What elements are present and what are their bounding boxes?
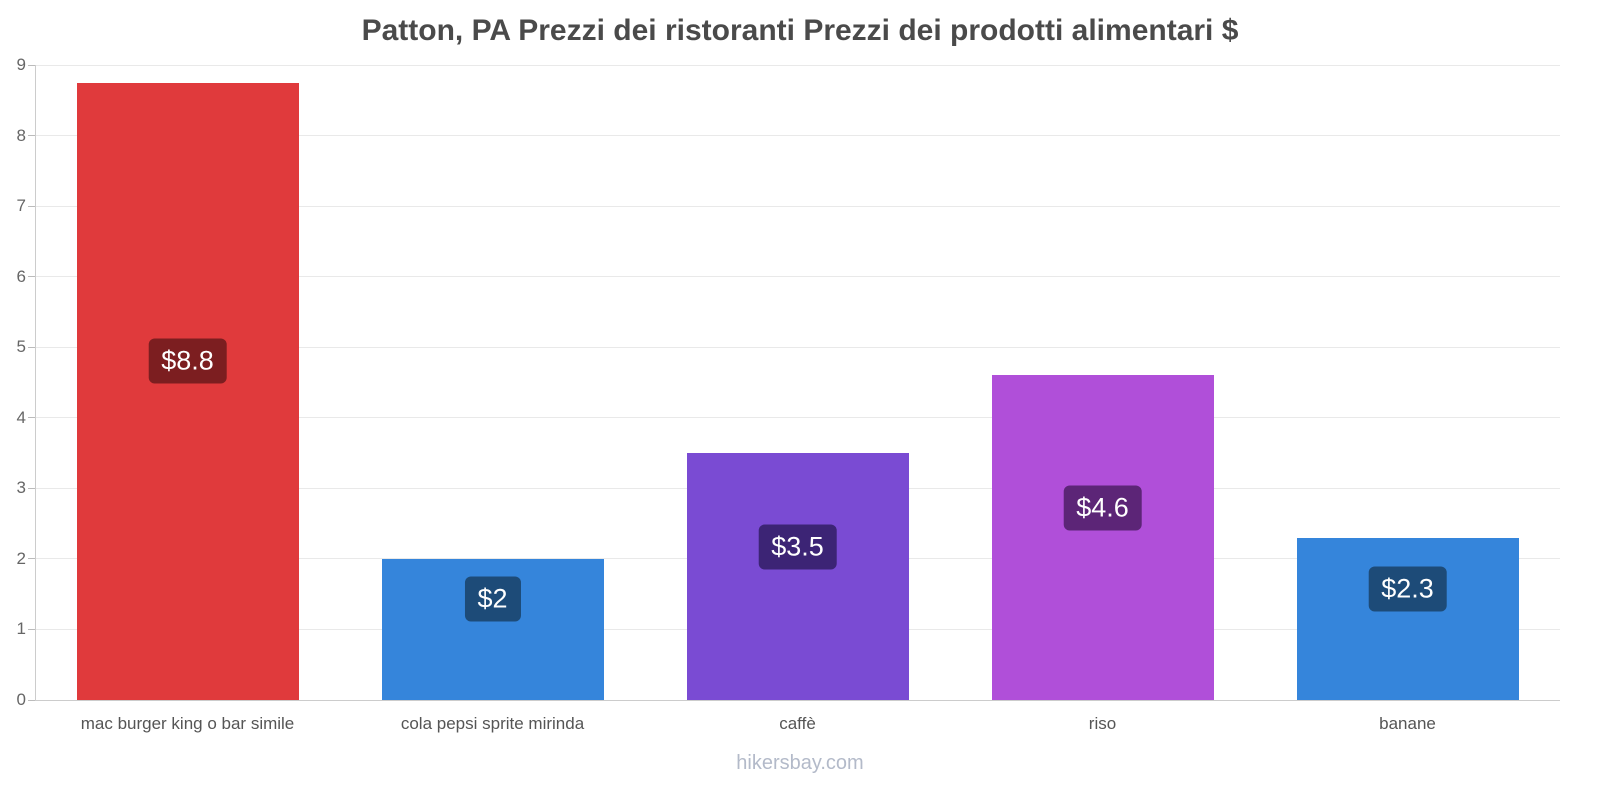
- x-axis-category-label-3: caffè: [779, 714, 816, 733]
- y-axis-tick: [28, 64, 35, 66]
- y-axis-tick: [28, 346, 35, 348]
- y-axis-tick-label: 8: [16, 125, 26, 145]
- bar-value-label-4: $4.6: [1063, 485, 1142, 531]
- y-gridline: [35, 276, 1560, 278]
- y-axis-tick: [28, 628, 35, 630]
- y-axis-tick: [28, 417, 35, 419]
- y-axis-tick: [28, 205, 35, 207]
- y-axis-tick-label: 3: [16, 478, 26, 498]
- y-gridline: [35, 346, 1560, 348]
- y-axis-tick-label: 2: [16, 548, 26, 568]
- bar-value-label-1: $8.8: [148, 338, 227, 384]
- bar-3[interactable]: [687, 453, 909, 700]
- y-gridline: [35, 417, 1560, 419]
- bar-value-label-2: $2: [464, 576, 521, 622]
- y-gridline: [35, 135, 1560, 137]
- y-axis-tick-label: 9: [16, 55, 26, 74]
- footer-watermark: hikersbay.com: [736, 752, 864, 774]
- y-axis-tick: [28, 276, 35, 278]
- y-gridline: [35, 205, 1560, 207]
- x-axis-category-label-1: mac burger king o bar simile: [80, 714, 295, 733]
- y-axis-tick-label: 4: [16, 407, 26, 427]
- y-gridline: [35, 64, 1560, 66]
- y-axis-tick-label: 6: [16, 266, 26, 286]
- bar-5[interactable]: [1297, 537, 1519, 700]
- bar-4[interactable]: [992, 375, 1214, 700]
- bar-1[interactable]: [77, 82, 299, 700]
- x-axis-category-label-4: riso: [1088, 714, 1117, 733]
- y-axis-tick: [28, 699, 35, 701]
- y-axis-tick-label: 1: [16, 619, 26, 639]
- x-axis-category-label-2: cola pepsi sprite mirinda: [400, 714, 585, 733]
- y-axis-line: [35, 65, 36, 700]
- y-axis-tick-label: 5: [16, 337, 26, 357]
- y-axis-tick-label: 0: [16, 690, 26, 709]
- x-axis-category-label-5: banane: [1379, 714, 1436, 733]
- bar-value-label-3: $3.5: [758, 524, 837, 570]
- y-axis-tick: [28, 135, 35, 137]
- bar-value-label-5: $2.3: [1368, 566, 1447, 612]
- y-axis-tick-label: 7: [16, 196, 26, 216]
- y-axis-tick: [28, 487, 35, 489]
- y-axis-tick: [28, 558, 35, 560]
- chart-title: Patton, PA Prezzi dei ristoranti Prezzi …: [361, 14, 1239, 47]
- x-axis-line: [35, 700, 1560, 701]
